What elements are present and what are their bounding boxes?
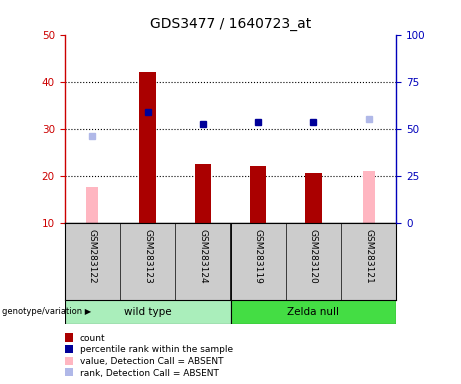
Text: GSM283123: GSM283123 bbox=[143, 229, 152, 284]
Text: Zelda null: Zelda null bbox=[288, 307, 339, 317]
Bar bbox=[250, 166, 266, 223]
Text: GSM283122: GSM283122 bbox=[88, 229, 97, 283]
Text: GSM283119: GSM283119 bbox=[254, 229, 263, 284]
Text: percentile rank within the sample: percentile rank within the sample bbox=[80, 346, 233, 354]
Bar bbox=[230, 300, 396, 324]
Bar bbox=[86, 187, 98, 223]
Title: GDS3477 / 1640723_at: GDS3477 / 1640723_at bbox=[150, 17, 311, 31]
Text: count: count bbox=[80, 334, 106, 343]
Bar bbox=[139, 72, 156, 223]
Bar bbox=[65, 300, 230, 324]
Text: GSM283120: GSM283120 bbox=[309, 229, 318, 284]
Bar bbox=[195, 164, 211, 223]
Text: wild type: wild type bbox=[124, 307, 171, 317]
Text: GSM283121: GSM283121 bbox=[364, 229, 373, 284]
Text: genotype/variation ▶: genotype/variation ▶ bbox=[2, 308, 92, 316]
Text: rank, Detection Call = ABSENT: rank, Detection Call = ABSENT bbox=[80, 369, 219, 377]
Bar bbox=[363, 171, 375, 223]
Text: value, Detection Call = ABSENT: value, Detection Call = ABSENT bbox=[80, 357, 223, 366]
Bar bbox=[305, 173, 322, 223]
Text: GSM283124: GSM283124 bbox=[198, 229, 207, 283]
